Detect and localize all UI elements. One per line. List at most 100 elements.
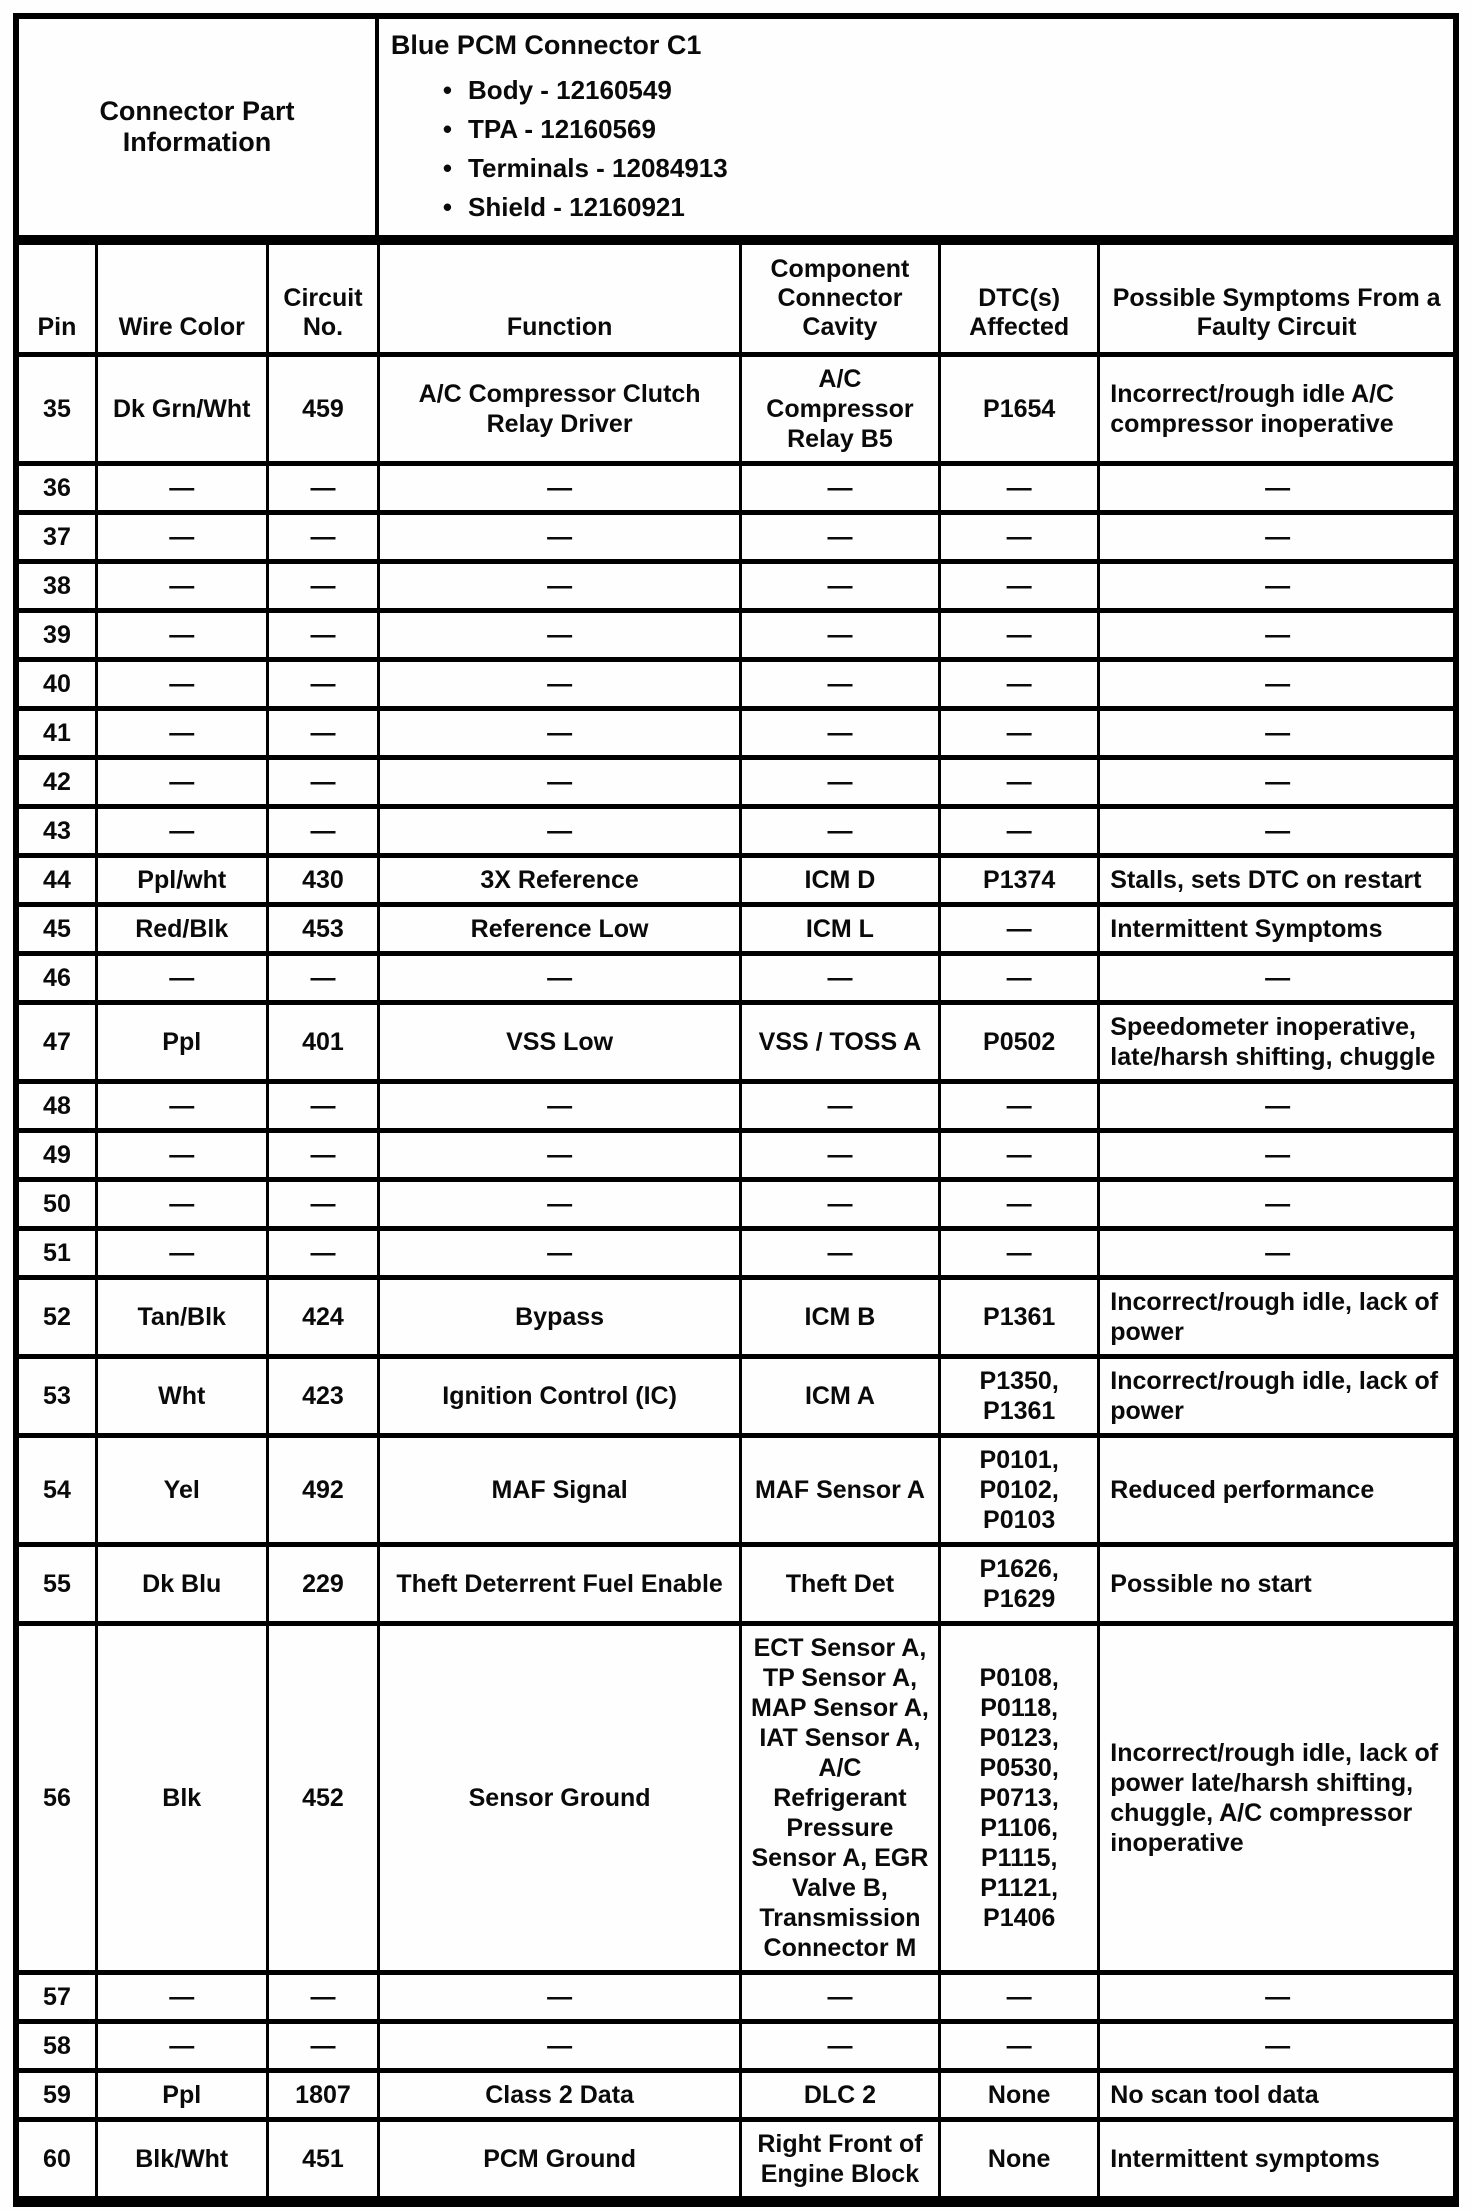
pin-cell: 35 xyxy=(19,352,98,466)
component-connector-cavity-cell: ICM D xyxy=(738,853,942,907)
table-row: 36 — — — — — — xyxy=(19,461,1453,515)
symptoms-cell: Intermittent symptoms xyxy=(1097,2117,1453,2201)
wire-color-cell: — xyxy=(94,461,269,515)
pin-cell: 57 xyxy=(19,1970,98,2024)
component-connector-cavity-cell: ECT Sensor A, TP Sensor A, MAP Sensor A,… xyxy=(738,1621,942,1975)
circuit-no-cell: 1807 xyxy=(265,2068,381,2122)
dtc-cell: — xyxy=(938,608,1101,662)
table-row: 41 — — — — — — xyxy=(19,706,1453,760)
dtc-cell: P0502 xyxy=(938,1000,1101,1084)
component-connector-cavity-cell: — xyxy=(738,608,942,662)
circuit-no-cell: — xyxy=(265,608,381,662)
symptoms-cell: — xyxy=(1097,706,1453,760)
wire-color-cell: Ppl xyxy=(94,2068,269,2122)
function-cell: PCM Ground xyxy=(377,2117,742,2201)
circuit-no-cell: — xyxy=(265,706,381,760)
part-item: Body - 12160549 xyxy=(443,71,1445,110)
dtc-cell: — xyxy=(938,1970,1101,2024)
circuit-no-cell: — xyxy=(265,1079,381,1133)
table-row: 55 Dk Blu 229 Theft Deterrent Fuel Enabl… xyxy=(19,1542,1453,1626)
circuit-no-cell: 424 xyxy=(265,1275,381,1359)
pinout-table: Pin Wire Color Circuit No. Function Comp… xyxy=(19,240,1453,2201)
table-row: 46 — — — — — — xyxy=(19,951,1453,1005)
circuit-no-cell: — xyxy=(265,559,381,613)
component-connector-cavity-cell: — xyxy=(738,559,942,613)
circuit-no-cell: 451 xyxy=(265,2117,381,2201)
table-row: 60 Blk/Wht 451 PCM Ground Right Front of… xyxy=(19,2117,1453,2201)
circuit-no-cell: 229 xyxy=(265,1542,381,1626)
dtc-cell: P0108, P0118, P0123, P0530, P0713, P1106… xyxy=(938,1621,1101,1975)
function-cell: — xyxy=(377,657,742,711)
component-connector-cavity-cell: — xyxy=(738,657,942,711)
component-connector-cavity-cell: ICM B xyxy=(738,1275,942,1359)
pin-cell: 40 xyxy=(19,657,98,711)
symptoms-cell: — xyxy=(1097,1226,1453,1280)
symptoms-cell: — xyxy=(1097,657,1453,711)
dtc-cell: — xyxy=(938,461,1101,515)
dtc-cell: None xyxy=(938,2068,1101,2122)
function-cell: 3X Reference xyxy=(377,853,742,907)
circuit-no-cell: 492 xyxy=(265,1433,381,1547)
connector-title: Blue PCM Connector C1 xyxy=(390,30,702,60)
symptoms-cell: Speedometer inoperative, late/harsh shif… xyxy=(1097,1000,1453,1084)
component-connector-cavity-cell: — xyxy=(738,951,942,1005)
symptoms-cell: — xyxy=(1097,1079,1453,1133)
column-header-pin: Pin xyxy=(19,240,98,357)
pin-cell: 49 xyxy=(19,1128,98,1182)
circuit-no-cell: — xyxy=(265,1970,381,2024)
component-connector-cavity-cell: — xyxy=(738,706,942,760)
wire-color-cell: Dk Blu xyxy=(94,1542,269,1626)
pin-cell: 45 xyxy=(19,902,98,956)
component-connector-cavity-cell: — xyxy=(738,755,942,809)
symptoms-cell: Stalls, sets DTC on restart xyxy=(1097,853,1453,907)
circuit-no-cell: — xyxy=(265,951,381,1005)
symptoms-cell: Incorrect/rough idle A/C compressor inop… xyxy=(1097,352,1453,466)
symptoms-cell: Incorrect/rough idle, lack of power xyxy=(1097,1275,1453,1359)
function-cell: — xyxy=(377,951,742,1005)
function-cell: — xyxy=(377,1128,742,1182)
dtc-cell: — xyxy=(938,559,1101,613)
pin-cell: 52 xyxy=(19,1275,98,1359)
symptoms-cell: — xyxy=(1097,559,1453,613)
function-cell: VSS Low xyxy=(377,1000,742,1084)
circuit-no-cell: 453 xyxy=(265,902,381,956)
table-row: 45 Red/Blk 453 Reference Low ICM L — Int… xyxy=(19,902,1453,956)
component-connector-cavity-cell: VSS / TOSS A xyxy=(738,1000,942,1084)
symptoms-cell: — xyxy=(1097,1177,1453,1231)
circuit-no-cell: — xyxy=(265,2019,381,2073)
pin-cell: 51 xyxy=(19,1226,98,1280)
dtc-cell: — xyxy=(938,804,1101,858)
pin-cell: 46 xyxy=(19,951,98,1005)
wire-color-cell: — xyxy=(94,1177,269,1231)
component-connector-cavity-cell: Theft Det xyxy=(738,1542,942,1626)
table-row: 42 — — — — — — xyxy=(19,755,1453,809)
symptoms-cell: Intermittent Symptoms xyxy=(1097,902,1453,956)
function-cell: — xyxy=(377,559,742,613)
connector-part-info-label: Connector Part Information xyxy=(19,19,379,235)
function-cell: — xyxy=(377,1079,742,1133)
function-cell: MAF Signal xyxy=(377,1433,742,1547)
dtc-cell: — xyxy=(938,1226,1101,1280)
symptoms-cell: — xyxy=(1097,608,1453,662)
dtc-cell: None xyxy=(938,2117,1101,2201)
pin-cell: 58 xyxy=(19,2019,98,2073)
symptoms-cell: Incorrect/rough idle, lack of power xyxy=(1097,1354,1453,1438)
table-row: 53 Wht 423 Ignition Control (IC) ICM A P… xyxy=(19,1354,1453,1438)
wire-color-cell: — xyxy=(94,804,269,858)
function-cell: — xyxy=(377,1970,742,2024)
symptoms-cell: — xyxy=(1097,510,1453,564)
pin-cell: 41 xyxy=(19,706,98,760)
table-row: 48 — — — — — — xyxy=(19,1079,1453,1133)
circuit-no-cell: — xyxy=(265,657,381,711)
wire-color-cell: Red/Blk xyxy=(94,902,269,956)
function-cell: Class 2 Data xyxy=(377,2068,742,2122)
dtc-cell: — xyxy=(938,902,1101,956)
dtc-cell: — xyxy=(938,657,1101,711)
table-row: 52 Tan/Blk 424 Bypass ICM B P1361 Incorr… xyxy=(19,1275,1453,1359)
symptoms-cell: — xyxy=(1097,755,1453,809)
dtc-cell: — xyxy=(938,706,1101,760)
component-connector-cavity-cell: — xyxy=(738,461,942,515)
pin-cell: 37 xyxy=(19,510,98,564)
table-row: 58 — — — — — — xyxy=(19,2019,1453,2073)
table-row: 35 Dk Grn/Wht 459 A/C Compressor Clutch … xyxy=(19,352,1453,466)
